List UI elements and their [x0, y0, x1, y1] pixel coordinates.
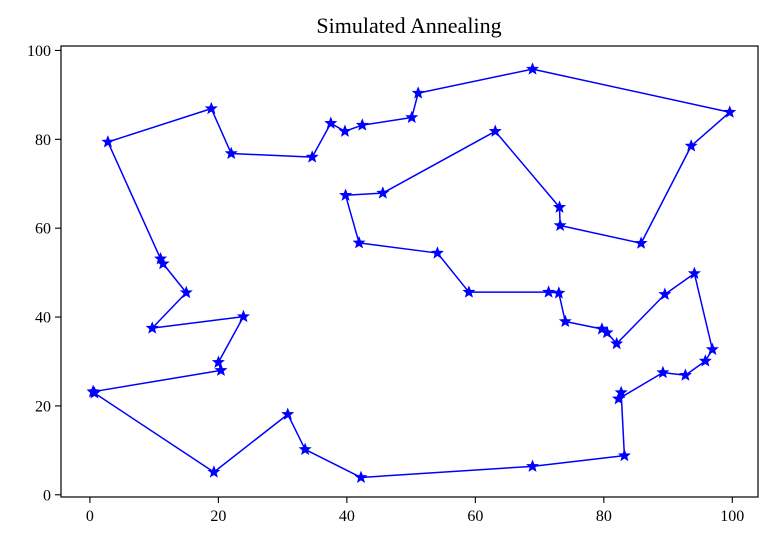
data-point-star — [614, 385, 628, 399]
data-point-star — [595, 322, 609, 335]
y-tick-label: 60 — [35, 221, 51, 238]
y-axis: 0 20 40 60 80 100 — [27, 43, 61, 504]
data-point-star — [204, 101, 218, 115]
data-point-star — [462, 285, 476, 298]
data-point-star — [526, 62, 540, 75]
data-point-star — [553, 200, 566, 213]
data-point-star — [145, 321, 159, 334]
data-point-star — [553, 218, 567, 232]
data-point-star — [352, 236, 366, 249]
x-tick-label: 0 — [86, 508, 94, 525]
data-point-star — [488, 124, 502, 137]
data-point-star — [405, 110, 419, 124]
data-point-star — [678, 368, 692, 381]
data-point-star — [610, 336, 624, 350]
data-point-star — [101, 135, 115, 148]
data-point-star — [723, 105, 737, 118]
data-point-star — [338, 124, 352, 137]
plot-frame — [60, 45, 759, 498]
data-point-star — [612, 391, 626, 405]
data-point-star — [86, 384, 100, 398]
data-point-star — [430, 246, 444, 259]
data-point-star — [411, 86, 425, 99]
data-point-star — [376, 186, 390, 199]
data-point-star — [305, 150, 319, 163]
series-layer — [86, 62, 737, 483]
y-tick-label: 0 — [43, 487, 51, 504]
x-tick-label: 80 — [596, 508, 612, 525]
data-point-star — [705, 342, 719, 355]
y-tick-label: 80 — [35, 132, 51, 149]
data-point-star — [656, 365, 670, 379]
data-point-star — [354, 470, 368, 483]
data-point-star — [224, 146, 238, 160]
data-point-star — [236, 309, 250, 323]
data-point-star — [214, 363, 228, 376]
data-point-star — [698, 354, 712, 367]
data-point-star — [542, 285, 556, 298]
y-tick-label: 40 — [35, 310, 51, 327]
y-tick-label: 100 — [27, 43, 51, 60]
data-point-star — [179, 285, 193, 299]
data-point-star — [298, 442, 312, 455]
data-point-star — [558, 314, 572, 328]
data-point-star — [156, 256, 170, 270]
data-point-star — [339, 188, 353, 201]
data-point-star — [617, 448, 631, 462]
x-tick-label: 40 — [339, 508, 355, 525]
data-point-star — [281, 407, 295, 420]
chart-title: Simulated Annealing — [316, 13, 501, 38]
y-tick-label: 20 — [35, 398, 51, 415]
data-point-star — [211, 355, 225, 368]
series-line — [92, 68, 731, 479]
data-point-star — [687, 266, 701, 280]
data-point-star — [634, 236, 648, 249]
data-point-star — [684, 139, 698, 152]
data-point-star — [355, 118, 369, 131]
x-tick-label: 60 — [467, 508, 483, 525]
data-point-star — [207, 465, 221, 478]
x-tick-label: 100 — [720, 508, 744, 525]
x-axis: 0 20 40 60 80 100 — [86, 497, 744, 525]
x-tick-label: 20 — [210, 508, 226, 525]
data-point-star — [658, 287, 672, 300]
data-point-star — [324, 116, 338, 129]
data-point-star — [552, 286, 566, 299]
data-point-star — [526, 459, 540, 472]
